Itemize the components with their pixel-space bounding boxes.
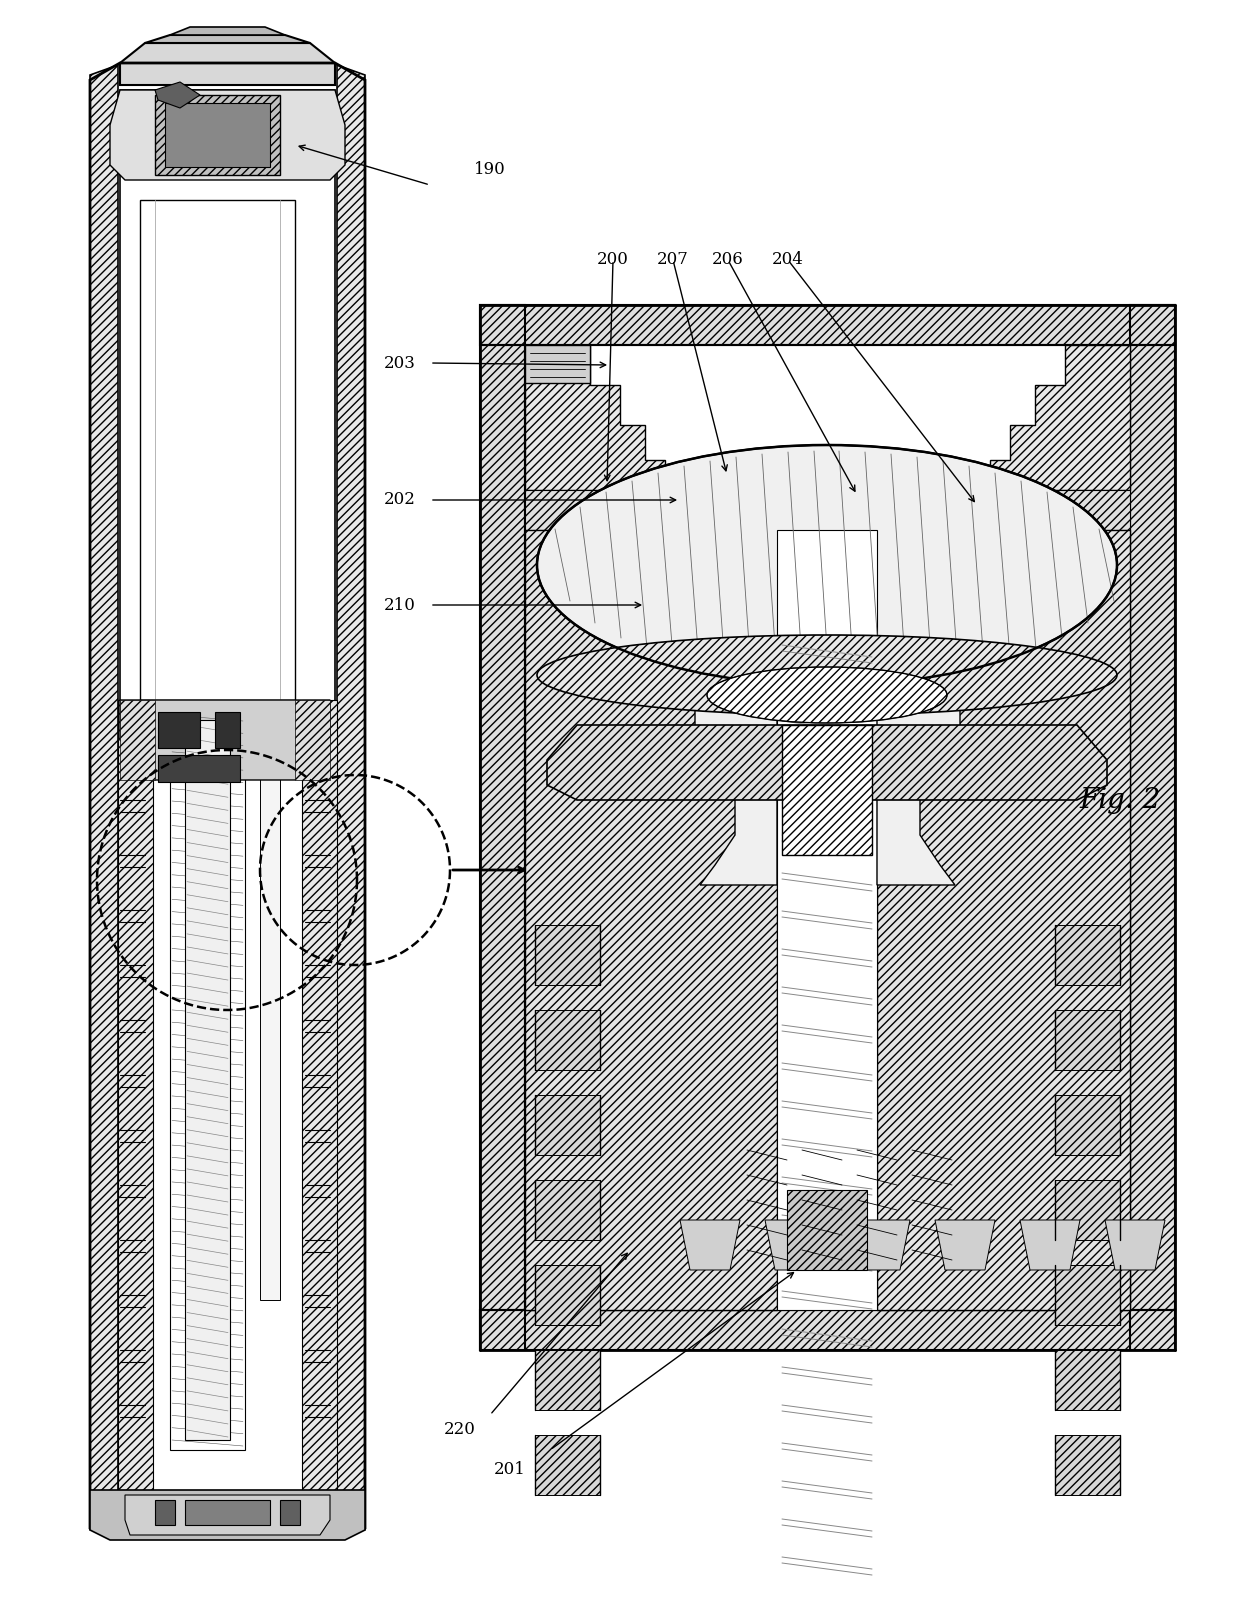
Polygon shape: [765, 1220, 825, 1271]
Polygon shape: [525, 531, 777, 1310]
Polygon shape: [849, 1220, 910, 1271]
Text: 203: 203: [384, 354, 415, 372]
Polygon shape: [525, 490, 665, 531]
Polygon shape: [534, 1350, 600, 1410]
Polygon shape: [534, 925, 600, 985]
Polygon shape: [280, 1500, 300, 1526]
Polygon shape: [782, 725, 872, 855]
Polygon shape: [680, 1220, 740, 1271]
Polygon shape: [1055, 925, 1120, 985]
Polygon shape: [534, 1264, 600, 1324]
Polygon shape: [110, 89, 345, 180]
Polygon shape: [665, 685, 777, 885]
Polygon shape: [145, 36, 310, 42]
Text: 202: 202: [384, 492, 415, 508]
Polygon shape: [990, 490, 1130, 531]
Text: 207: 207: [657, 252, 689, 268]
Text: 220: 220: [444, 1422, 476, 1438]
Ellipse shape: [537, 445, 1117, 685]
Ellipse shape: [537, 635, 1117, 716]
Ellipse shape: [707, 667, 947, 722]
Polygon shape: [877, 605, 1130, 1310]
Polygon shape: [525, 346, 590, 383]
Polygon shape: [1055, 1435, 1120, 1495]
Polygon shape: [777, 531, 877, 1310]
Polygon shape: [120, 42, 335, 84]
Polygon shape: [1130, 305, 1176, 1350]
Polygon shape: [1105, 1220, 1166, 1271]
Polygon shape: [125, 1495, 330, 1535]
Polygon shape: [480, 305, 525, 1350]
Text: 204: 204: [773, 252, 804, 268]
Polygon shape: [337, 65, 365, 1530]
Polygon shape: [165, 102, 270, 167]
Polygon shape: [1021, 1220, 1080, 1271]
Polygon shape: [990, 346, 1130, 490]
Polygon shape: [91, 65, 118, 1530]
Polygon shape: [1055, 1010, 1120, 1070]
Polygon shape: [185, 1500, 270, 1526]
Text: 206: 206: [712, 252, 744, 268]
Polygon shape: [1055, 1180, 1120, 1240]
Polygon shape: [787, 1190, 867, 1271]
Polygon shape: [1055, 1096, 1120, 1156]
Polygon shape: [120, 89, 335, 1514]
Polygon shape: [91, 1490, 365, 1540]
Polygon shape: [295, 700, 330, 781]
Polygon shape: [155, 1500, 175, 1526]
Polygon shape: [547, 725, 1107, 800]
Polygon shape: [534, 1435, 600, 1495]
Polygon shape: [157, 712, 200, 748]
Polygon shape: [118, 700, 153, 1490]
Polygon shape: [525, 605, 777, 1310]
Polygon shape: [525, 346, 665, 490]
Polygon shape: [534, 1180, 600, 1240]
Polygon shape: [534, 1096, 600, 1156]
Polygon shape: [534, 1010, 600, 1070]
Text: 190: 190: [474, 162, 506, 179]
Polygon shape: [170, 28, 285, 36]
Polygon shape: [170, 709, 246, 1449]
Polygon shape: [157, 755, 241, 782]
Polygon shape: [877, 531, 1130, 1310]
Polygon shape: [215, 712, 241, 748]
Polygon shape: [120, 700, 330, 781]
Polygon shape: [260, 721, 280, 1300]
Polygon shape: [480, 305, 1176, 346]
Polygon shape: [155, 83, 200, 109]
Polygon shape: [1055, 1350, 1120, 1410]
Polygon shape: [480, 1310, 1176, 1350]
Text: 200: 200: [598, 252, 629, 268]
Polygon shape: [877, 685, 990, 885]
Text: 201: 201: [494, 1461, 526, 1479]
Polygon shape: [140, 200, 295, 700]
Text: 210: 210: [384, 597, 415, 613]
Polygon shape: [1055, 1264, 1120, 1324]
Polygon shape: [303, 700, 337, 1490]
Polygon shape: [155, 96, 280, 175]
Polygon shape: [120, 700, 155, 781]
Text: Fig. 2: Fig. 2: [1079, 787, 1161, 813]
Polygon shape: [935, 1220, 994, 1271]
Polygon shape: [185, 721, 229, 1440]
